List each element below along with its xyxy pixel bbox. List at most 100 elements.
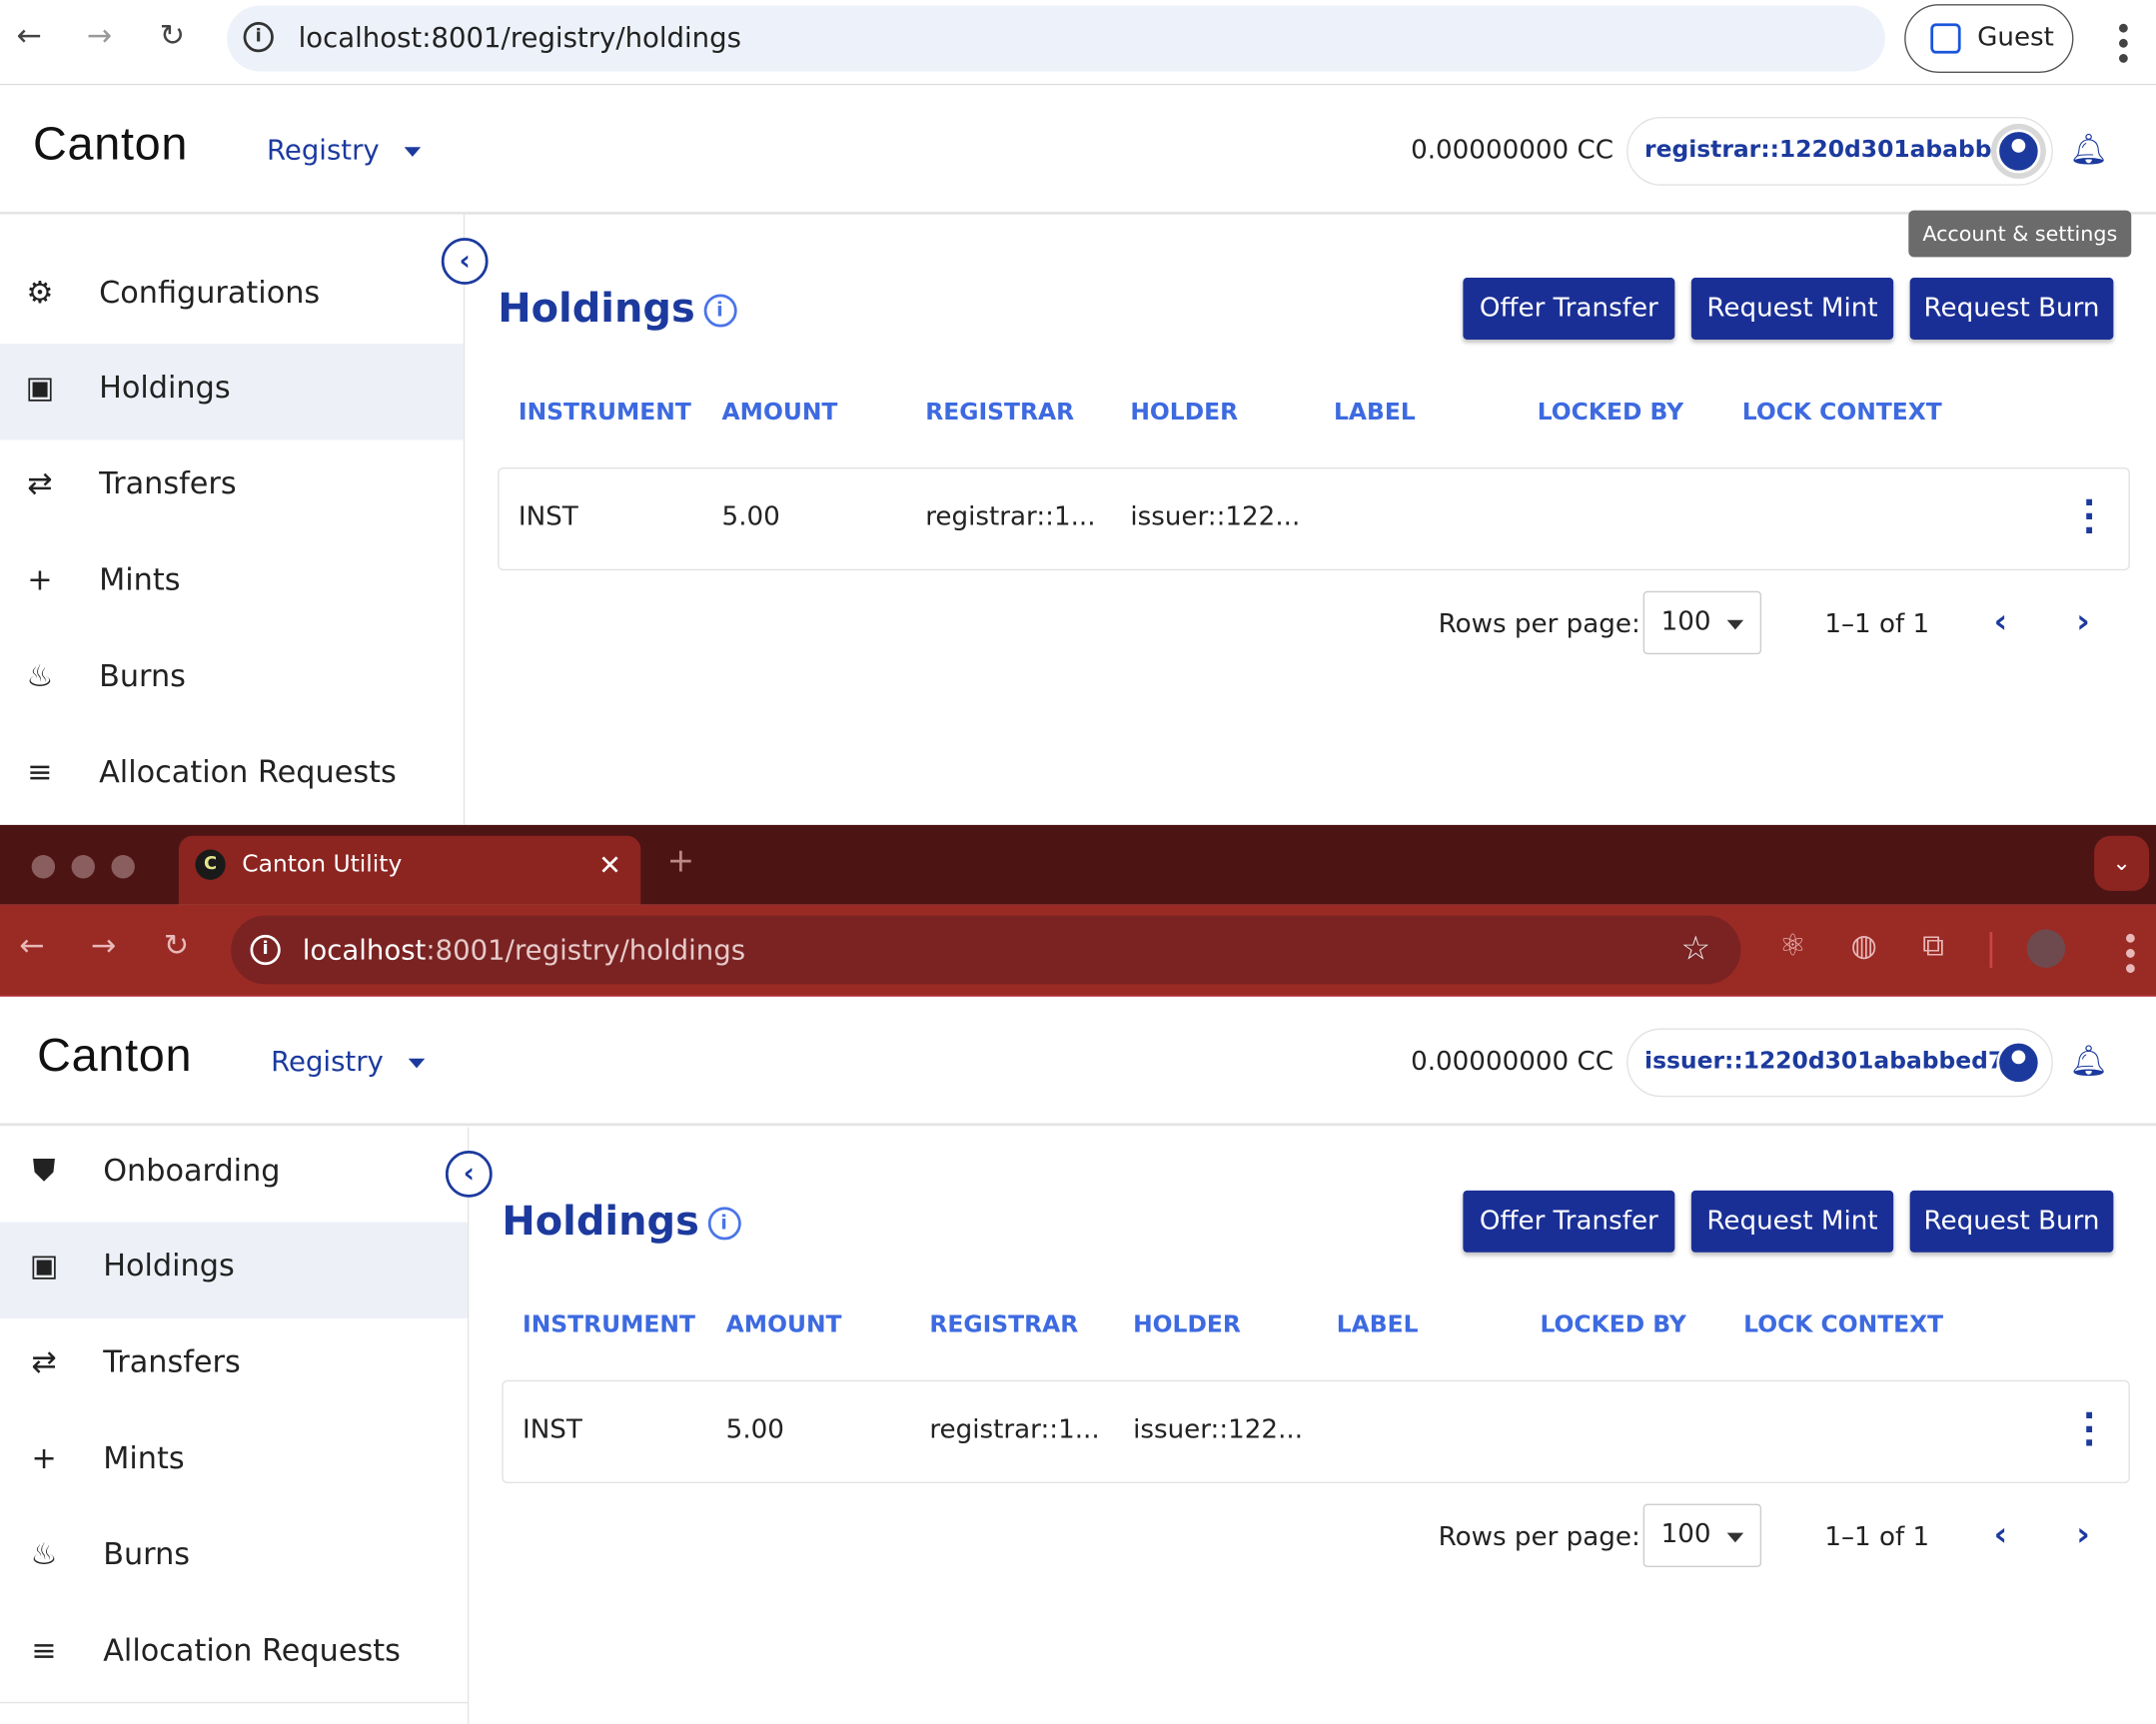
tab-search-icon[interactable]: ⌄ <box>2094 835 2150 891</box>
sidebar-item-transfers[interactable]: ⇄ Transfers <box>0 1318 468 1414</box>
account-button[interactable]: registrar::1220d301ababbe... <box>1626 116 2053 186</box>
cell-amount: 5.00 <box>721 501 780 532</box>
page-title-text: Holdings <box>502 1197 699 1245</box>
sidebar-item-transfers[interactable]: ⇄ Transfers <box>0 439 464 535</box>
column-header[interactable]: INSTRUMENT <box>522 1310 695 1339</box>
sidebar-item-burns[interactable]: ♨ Burns <box>0 1511 468 1607</box>
sidebar-item-mints[interactable]: + Mints <box>0 536 464 632</box>
reload-icon[interactable]: ↻ <box>159 19 186 54</box>
site-info-icon[interactable]: i <box>250 934 281 966</box>
plus-icon: + <box>27 563 53 598</box>
minimize-window-icon[interactable] <box>71 855 95 879</box>
transfer-arrows-icon: ⇄ <box>31 1345 57 1380</box>
sidebar-item-allocation-requests[interactable]: ≡ Allocation Requests <box>0 728 464 824</box>
sidebar-item-burns[interactable]: ♨ Burns <box>0 632 464 728</box>
prev-page-icon[interactable]: ‹ <box>1993 601 2008 641</box>
bookmark-star-icon[interactable]: ☆ <box>1680 929 1711 968</box>
rows-per-page-value: 100 <box>1660 605 1711 637</box>
sidebar-item-label: Allocation Requests <box>103 1634 401 1669</box>
cell-holder: issuer::122... <box>1133 1414 1304 1445</box>
request-burn-button[interactable]: Request Burn <box>1909 278 2114 340</box>
back-icon[interactable]: ← <box>19 929 45 964</box>
table-row[interactable]: INST 5.00 registrar::1... issuer::122...… <box>502 1379 2130 1484</box>
account-button[interactable]: issuer::1220d301ababbed7... <box>1626 1028 2053 1098</box>
avatar-icon[interactable] <box>1996 129 2041 174</box>
column-header[interactable]: AMOUNT <box>721 399 838 427</box>
sidebar-item-label: Configurations <box>99 276 321 312</box>
tab-title: Canton Utility <box>242 850 403 879</box>
sidebar-item-holdings[interactable]: ▣ Holdings <box>0 344 464 440</box>
logo[interactable]: Canton <box>33 118 189 171</box>
request-burn-button[interactable]: Request Burn <box>1909 1190 2114 1253</box>
collapse-sidebar-button[interactable]: ‹ <box>441 238 489 285</box>
column-header[interactable]: INSTRUMENT <box>518 399 691 427</box>
next-page-icon[interactable]: › <box>2076 601 2090 641</box>
request-mint-button[interactable]: Request Mint <box>1690 1190 1894 1253</box>
collapse-sidebar-button[interactable]: ‹ <box>445 1150 493 1198</box>
flame-icon: ♨ <box>26 659 54 695</box>
rows-per-page-label: Rows per page: <box>1438 1521 1640 1552</box>
sidebar-item-mints[interactable]: + Mints <box>0 1414 468 1510</box>
playlist-add-icon: ≡ <box>27 755 53 791</box>
forward-icon[interactable]: → <box>86 19 113 54</box>
column-header[interactable]: HOLDER <box>1133 1310 1241 1339</box>
close-tab-icon[interactable]: ✕ <box>598 848 622 882</box>
column-header[interactable]: LABEL <box>1336 1310 1419 1339</box>
info-icon[interactable]: i <box>702 294 737 328</box>
column-header[interactable]: HOLDER <box>1130 399 1239 427</box>
column-header[interactable]: AMOUNT <box>725 1310 842 1339</box>
row-menu-icon[interactable]: · · · <box>2082 483 2096 550</box>
row-menu-icon[interactable]: · · · <box>2082 1396 2096 1463</box>
rows-per-page-select[interactable]: 100 <box>1642 590 1762 655</box>
close-window-icon[interactable] <box>31 855 56 879</box>
offer-transfer-button[interactable]: Offer Transfer <box>1463 1190 1675 1253</box>
sidebar-item-holdings[interactable]: ▣ Holdings <box>0 1222 468 1318</box>
column-header[interactable]: REGISTRAR <box>929 1310 1079 1339</box>
extensions-puzzle-icon[interactable]: ⧉ <box>1922 929 1944 964</box>
column-header[interactable]: LOCK CONTEXT <box>1741 399 1942 427</box>
bell-icon[interactable]: 🔔︎ <box>2069 133 2108 168</box>
rows-per-page-select[interactable]: 100 <box>1642 1503 1762 1567</box>
pagination-range: 1–1 of 1 <box>1824 1521 1930 1552</box>
profile-button[interactable]: Guest <box>1904 4 2074 73</box>
logo[interactable]: Canton <box>37 1029 193 1083</box>
new-tab-icon[interactable]: + <box>666 841 695 880</box>
back-icon[interactable]: ← <box>16 19 42 54</box>
app-menu[interactable]: Registry <box>271 1045 426 1078</box>
next-page-icon[interactable]: › <box>2076 1514 2090 1554</box>
site-info-icon[interactable]: i <box>243 22 274 53</box>
address-bar[interactable]: i localhost:8001/registry/holdings ☆ <box>231 915 1741 985</box>
playlist-add-icon: ≡ <box>31 1634 57 1669</box>
column-header[interactable]: LABEL <box>1334 399 1416 427</box>
flame-icon: ♨ <box>30 1538 58 1573</box>
sidebar-item-label: Mints <box>103 1441 185 1477</box>
column-header[interactable]: LOCKED BY <box>1537 399 1684 427</box>
avatar-icon[interactable] <box>1996 1040 2041 1085</box>
react-devtools-icon[interactable]: ⚛ <box>1778 929 1807 964</box>
column-header[interactable]: LOCKED BY <box>1540 1310 1686 1339</box>
offer-transfer-button[interactable]: Offer Transfer <box>1463 278 1675 340</box>
sidebar-item-onboarding[interactable]: ⛊ Onboarding <box>0 1128 468 1224</box>
bell-icon[interactable]: 🔔︎ <box>2069 1044 2108 1080</box>
info-icon[interactable]: i <box>707 1207 741 1241</box>
address-bar[interactable]: i localhost:8001/registry/holdings <box>227 5 1885 72</box>
maximize-window-icon[interactable] <box>111 855 135 879</box>
forward-icon[interactable]: → <box>90 929 117 964</box>
column-header[interactable]: LOCK CONTEXT <box>1743 1310 1944 1339</box>
more-icon[interactable]: ••• <box>2110 929 2146 975</box>
sidebar-item-label: Allocation Requests <box>99 755 397 791</box>
column-header[interactable]: REGISTRAR <box>925 399 1075 427</box>
more-icon[interactable]: ••• <box>2103 19 2139 65</box>
extension-icon[interactable]: ◍ <box>1850 929 1877 964</box>
app-menu[interactable]: Registry <box>267 134 421 167</box>
request-mint-button[interactable]: Request Mint <box>1690 278 1894 340</box>
profile-avatar[interactable] <box>2026 929 2066 968</box>
reload-icon[interactable]: ↻ <box>163 929 190 964</box>
table-row[interactable]: INST 5.00 registrar::1... issuer::122...… <box>498 466 2130 571</box>
browser-tab[interactable]: C Canton Utility ✕ <box>178 835 641 905</box>
sidebar-item-allocation-requests[interactable]: ≡ Allocation Requests <box>0 1607 468 1704</box>
sidebar-item-configurations[interactable]: ⚙ Configurations <box>0 249 464 345</box>
transfer-arrows-icon: ⇄ <box>27 466 53 502</box>
prev-page-icon[interactable]: ‹ <box>1993 1514 2008 1554</box>
cell-holder: issuer::122... <box>1130 501 1301 532</box>
